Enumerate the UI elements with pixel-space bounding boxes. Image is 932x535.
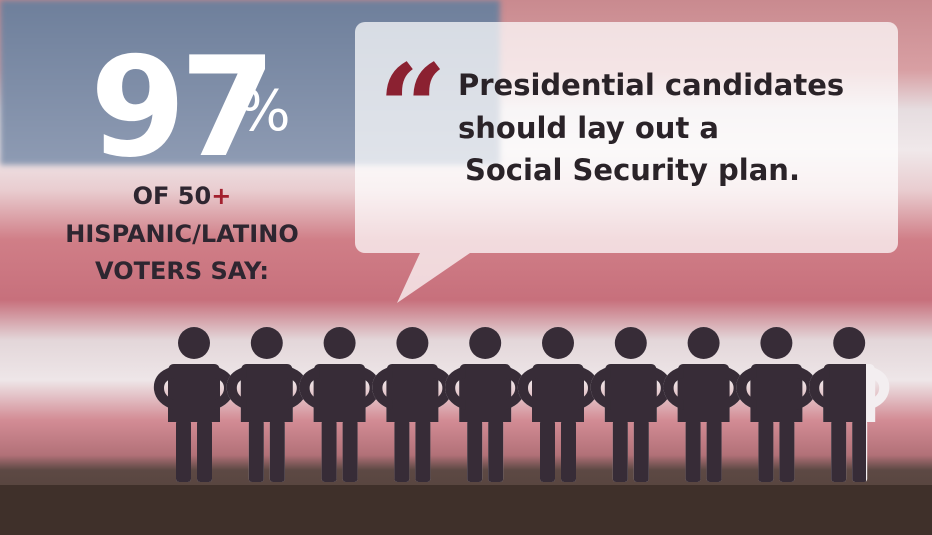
quote-mark: “ (378, 38, 447, 179)
person-icon (372, 327, 453, 482)
person-icon (663, 327, 744, 482)
person-icon (736, 327, 817, 482)
quote-line: Social Security plan. (465, 153, 800, 187)
speech-bubble (355, 22, 898, 303)
group-suffix: + (211, 182, 231, 210)
person-icon (153, 327, 235, 482)
quote-line: Presidential candidates (458, 68, 844, 102)
stat-value: 97 (90, 27, 270, 188)
person-icon (299, 327, 380, 482)
wood (0, 485, 932, 535)
group-text: OF 50 (133, 182, 212, 210)
person-icon (226, 327, 307, 482)
person-icon (445, 327, 526, 482)
stat-unit: % (237, 79, 290, 144)
person-icon (590, 327, 671, 482)
person-icon (809, 327, 890, 482)
group-line: OF 50+ (133, 182, 232, 210)
group-line: VOTERS SAY: (95, 257, 269, 285)
person-icon (517, 327, 599, 482)
quote-line: should lay out a (458, 111, 719, 145)
group-line: HISPANIC/LATINO (65, 220, 298, 248)
pictogram (153, 327, 890, 482)
